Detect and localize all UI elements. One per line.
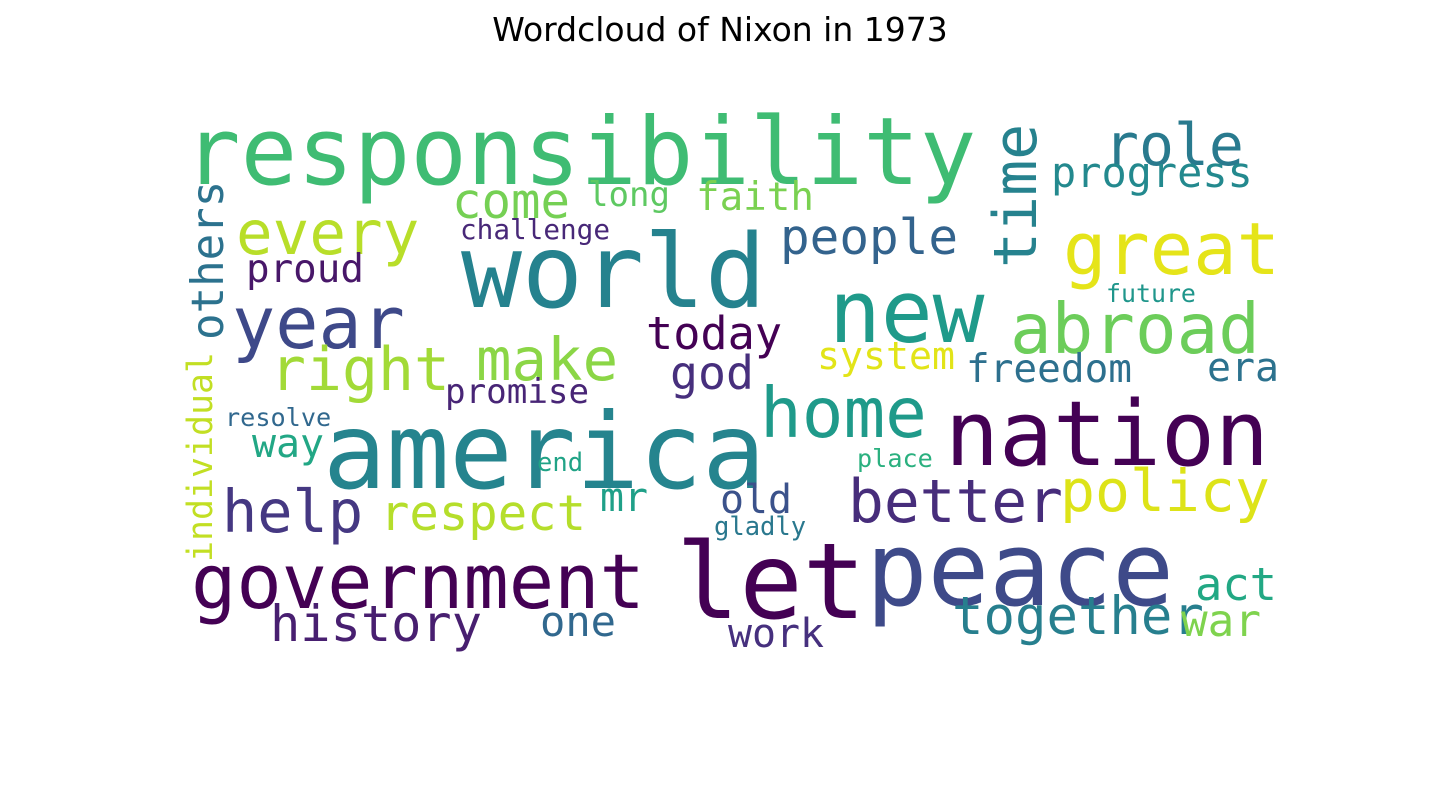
- word-challenge: challenge: [460, 213, 611, 247]
- word-resolve: resolve: [225, 403, 332, 433]
- word-government: government: [191, 538, 645, 627]
- word-world: world: [461, 213, 766, 332]
- word-progress: progress: [1051, 148, 1253, 198]
- word-god: god: [670, 345, 754, 400]
- word-every: every: [236, 197, 420, 269]
- word-way: way: [252, 421, 325, 468]
- word-today: today: [646, 307, 783, 361]
- word-nation: nation: [945, 382, 1269, 487]
- word-future: future: [1106, 278, 1196, 308]
- word-come: come: [452, 173, 571, 231]
- word-promise: promise: [445, 371, 590, 412]
- word-policy: policy: [1060, 456, 1270, 525]
- word-act: act: [1195, 558, 1277, 612]
- word-work: work: [728, 611, 825, 658]
- word-history: history: [270, 593, 482, 653]
- word-right: right: [270, 335, 451, 406]
- word-better: better: [848, 468, 1063, 538]
- word-long: long: [588, 174, 671, 215]
- word-let: let: [676, 520, 866, 644]
- word-make: make: [476, 324, 619, 394]
- word-place: place: [857, 444, 933, 474]
- word-america: america: [323, 390, 766, 513]
- word-together: together: [952, 585, 1204, 647]
- word-system: system: [817, 334, 955, 379]
- word-people: people: [780, 208, 959, 267]
- word-mr: mr: [600, 475, 649, 522]
- word-individual: individual: [180, 351, 221, 562]
- word-responsibility: responsibility: [184, 98, 977, 207]
- word-help: help: [222, 477, 364, 546]
- word-freedom: freedom: [966, 346, 1133, 393]
- word-one: one: [540, 596, 617, 646]
- word-peace: peace: [866, 511, 1174, 631]
- word-faith: faith: [696, 175, 814, 221]
- word-others: others: [182, 180, 234, 340]
- word-respect: respect: [380, 484, 587, 542]
- word-year: year: [232, 281, 405, 366]
- figure-title: Wordcloud of Nixon in 1973: [492, 10, 948, 49]
- word-gladly: gladly: [714, 512, 807, 543]
- word-era: era: [1207, 345, 1280, 392]
- word-new: new: [829, 262, 985, 363]
- word-end: end: [537, 448, 584, 479]
- word-great: great: [1063, 207, 1281, 292]
- word-time: time: [980, 123, 1051, 268]
- word-abroad: abroad: [1010, 290, 1260, 371]
- word-role: role: [1104, 110, 1244, 179]
- word-home: home: [760, 374, 927, 455]
- word-old: old: [720, 477, 793, 524]
- word-war: war: [1181, 595, 1262, 647]
- word-proud: proud: [246, 247, 364, 293]
